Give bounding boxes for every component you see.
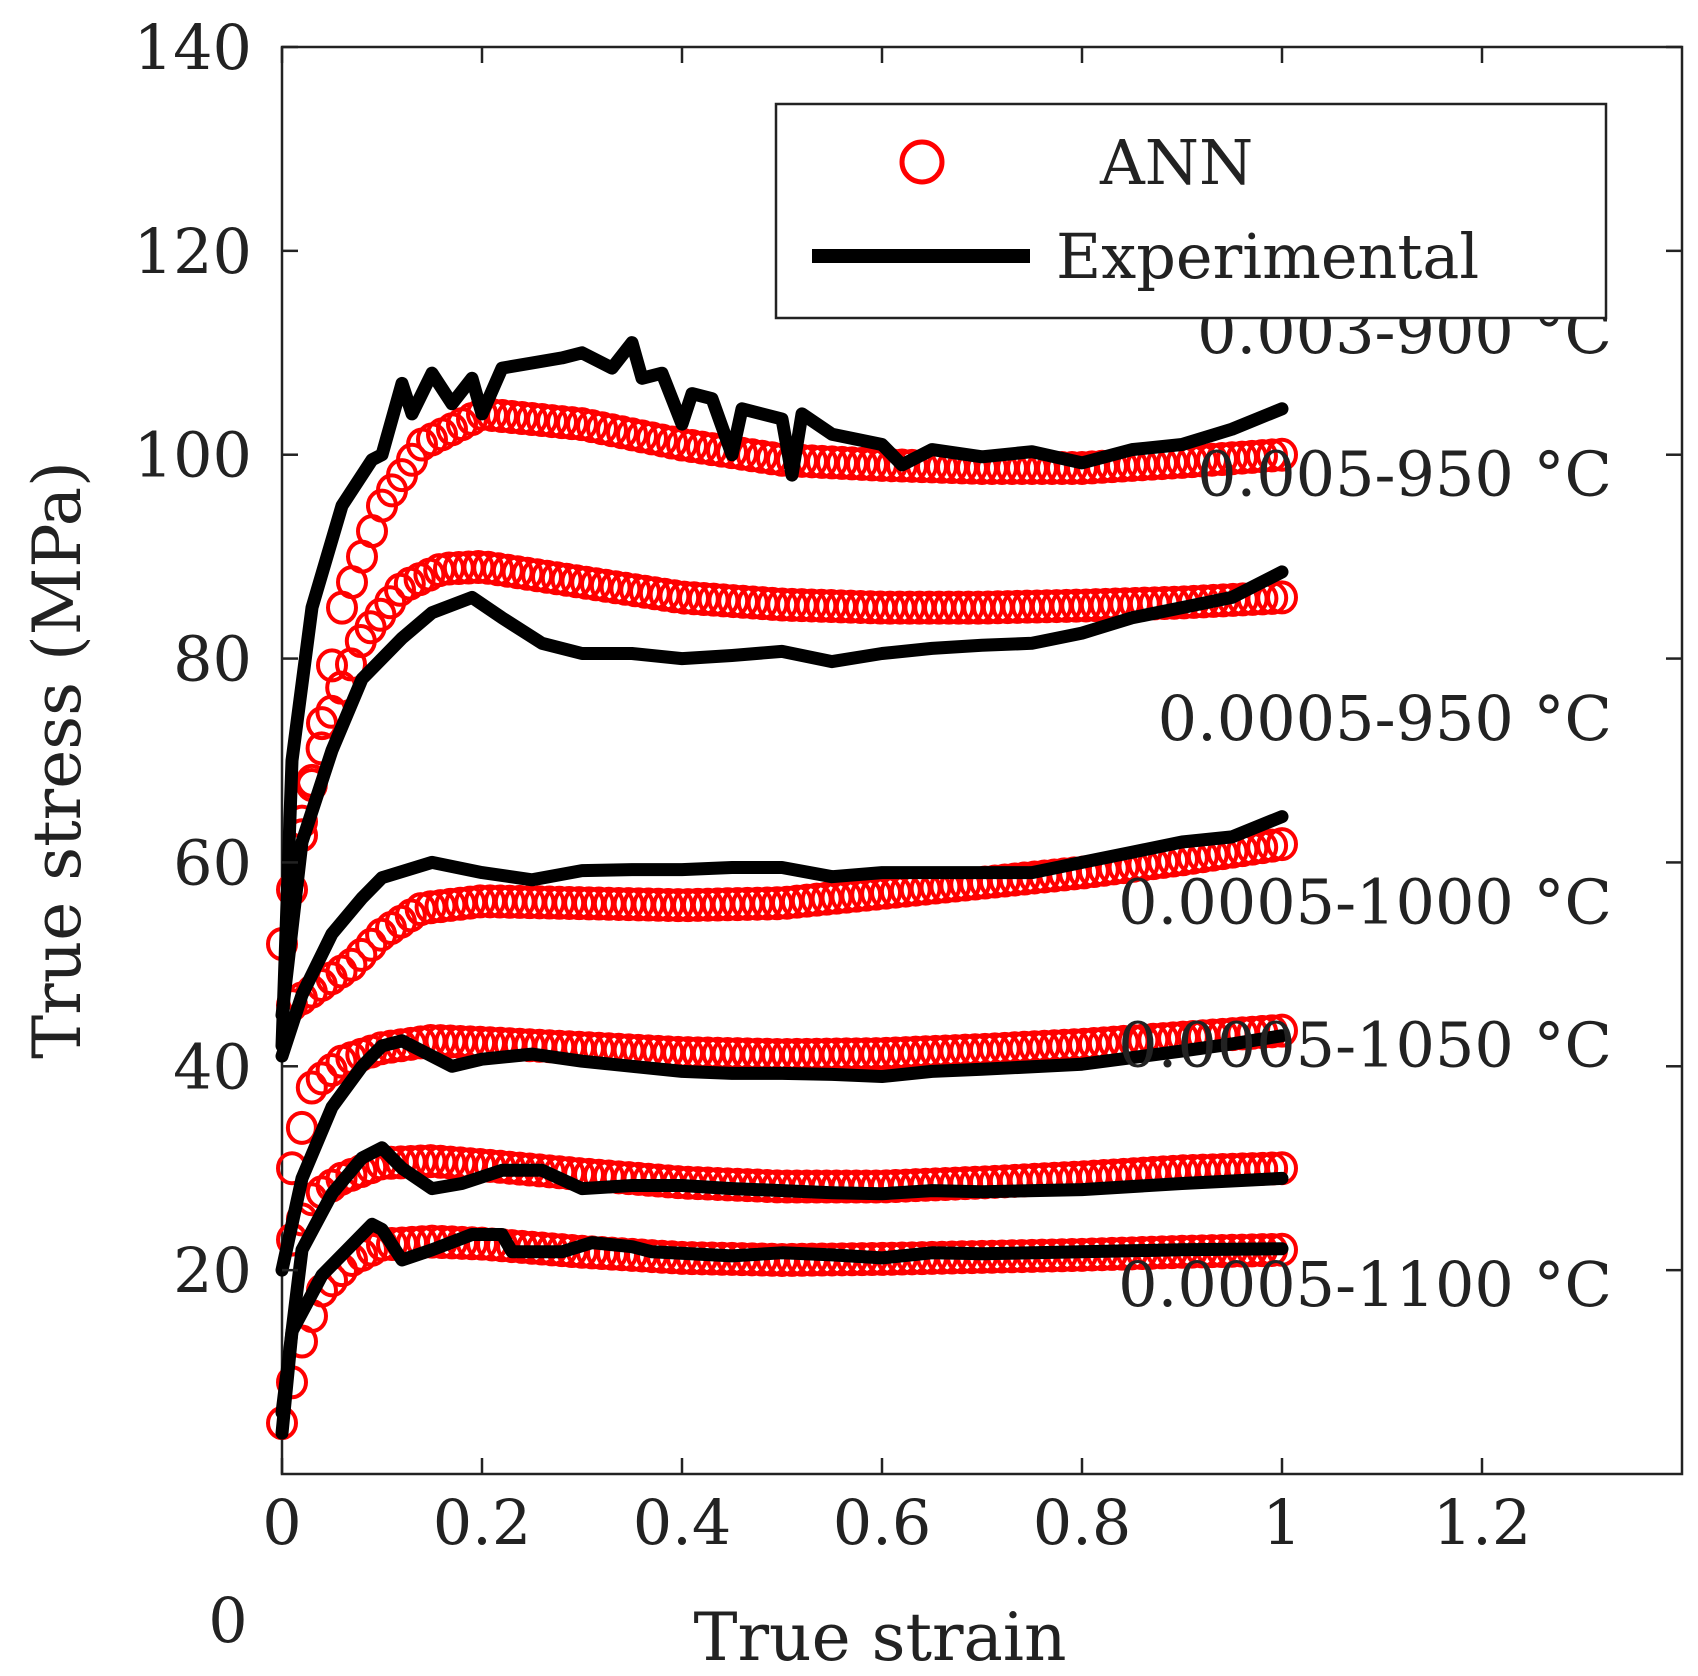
y-tick-label: 100 [134,419,252,492]
ann-point [526,403,558,438]
x-tick-label: 0.6 [833,1486,932,1559]
ann-point [306,706,338,741]
ann-point [1226,440,1258,475]
x-tick-label: 1.2 [1433,1486,1532,1559]
legend-experimental-label: Experimental [1056,220,1479,293]
ann-point [1266,1013,1298,1048]
ann-point [816,445,848,480]
y-tick-label: 140 [134,11,252,84]
ann-point [316,648,348,683]
ann-point [1186,443,1218,478]
x-tick-label: 0 [262,1486,301,1559]
x-tick-label: 0.2 [433,1486,532,1559]
ann-point [1266,827,1298,862]
ann-point [1206,441,1238,476]
ann-point [305,1061,338,1096]
ann-point [846,446,878,481]
condition-4-label: 0.0005-1050 °C [1118,1008,1612,1081]
condition-0-experimental-line [275,336,1289,1053]
ann-point [676,429,708,464]
ann-point [434,887,467,922]
ann-point [886,448,918,483]
x-axis-label: True strain [693,1599,1066,1676]
ann-point [516,402,548,437]
y-axis-label: True stress (MPa) [19,461,96,1059]
condition-1-ann-markers [286,550,1298,839]
ann-point [856,447,888,482]
plot-area-frame [280,45,1684,1476]
ann-point [836,446,868,481]
legend-box [774,102,1608,320]
ann-point [1216,441,1248,476]
condition-3-experimental-line [275,1029,1289,1277]
ann-point [285,1110,318,1145]
ann-point [345,937,378,972]
condition-1-label: 0.005-950 °C [1197,437,1612,510]
ann-point [414,890,447,925]
legend: ANN Experimental [774,102,1608,320]
ann-point [1246,439,1278,474]
condition-2-label: 0.0005-950 °C [1158,682,1612,755]
ann-point [806,444,838,479]
ann-point [1236,439,1268,474]
ann-point [546,405,578,440]
ann-point [355,927,388,962]
legend-ann-label: ANN [1099,126,1253,199]
ann-point [1266,437,1298,472]
ann-point [826,445,858,480]
ann-point [556,406,588,441]
ann-point [424,889,457,924]
y-tick-label: 120 [134,215,252,288]
ann-point [1246,830,1279,865]
experimental-series-layer [275,336,1289,1440]
ann-point [295,1070,328,1105]
y-tick-label: 80 [173,623,252,696]
condition-2-ann-markers [276,827,1298,1023]
ann-point [1256,828,1289,863]
axis-ticks: 0 0.2 0.4 0.6 0.8 1 1.2 20 40 60 80 100 120 140 [134,11,1682,1559]
ann-point [376,1227,408,1262]
ann-point [746,439,778,474]
ann-point [686,430,718,465]
origin-label: 0 [208,1584,247,1657]
x-tick-label: 1 [1262,1486,1301,1559]
condition-1-experimental-line [275,565,1289,1022]
condition-2-experimental-line [275,810,1289,1063]
condition-labels: 0.003-900 °C0.005-950 °C0.0005-950 °C0.0… [1118,295,1612,1321]
ann-point [1256,438,1288,473]
condition-5-experimental-line [275,1217,1289,1440]
x-tick-label: 0.8 [1033,1486,1132,1559]
ann-point [325,954,358,989]
y-tick-label: 20 [173,1234,252,1307]
ann-point [506,401,538,436]
ann-point [536,404,568,439]
y-tick-label: 40 [173,1030,252,1103]
x-tick-label: 0.4 [633,1486,732,1559]
y-tick-label: 60 [173,826,252,899]
ann-point [496,400,528,435]
condition-3-label: 0.0005-1000 °C [1118,866,1612,939]
ann-point [1066,450,1098,485]
ann-point [1266,580,1298,615]
condition-5-label: 0.0005-1100 °C [1118,1248,1612,1321]
ann-point [335,947,368,982]
condition-4-experimental-line [275,1141,1289,1420]
legend-ann-marker [899,139,945,185]
ann-point [1196,442,1228,477]
